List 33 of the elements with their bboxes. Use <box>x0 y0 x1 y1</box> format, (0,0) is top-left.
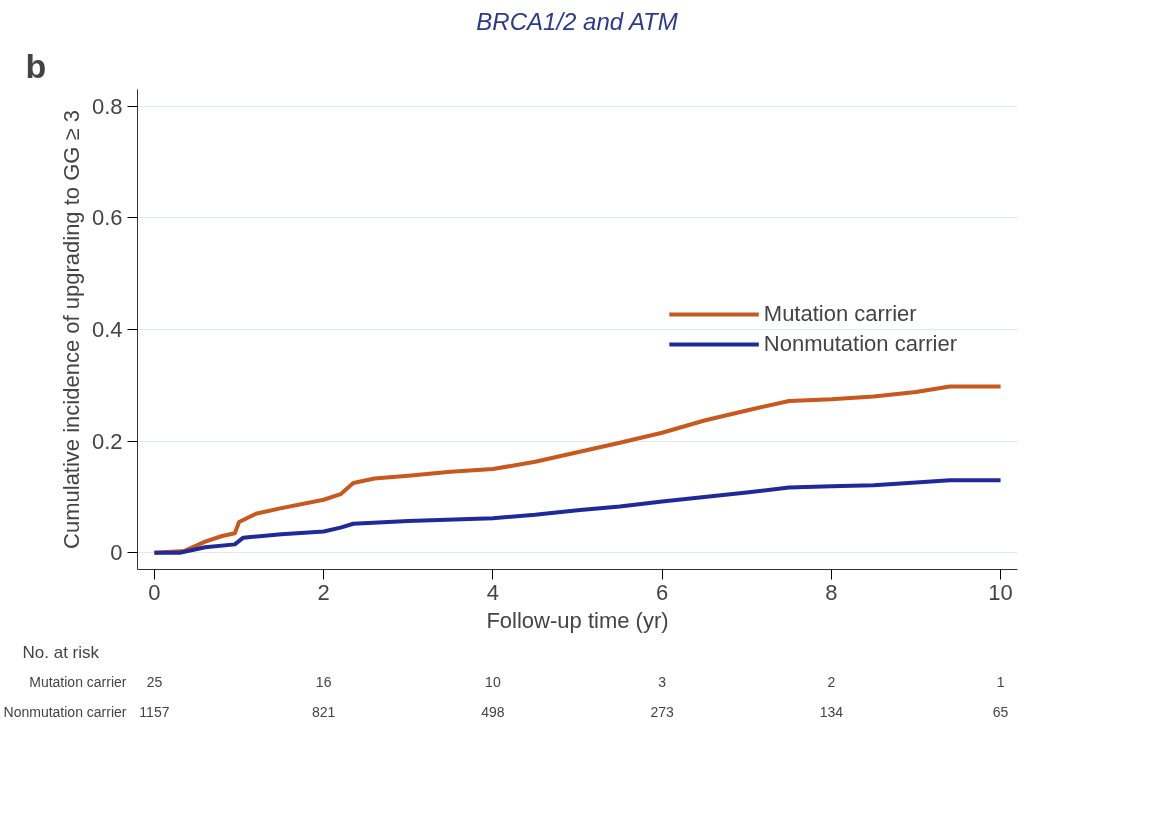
text: 10 <box>485 673 501 690</box>
y-axis-title: Cumulative incidence of upgrading to GG ≥ 3 <box>58 110 84 549</box>
x-axis-title: Follow-up time (yr) <box>486 607 669 633</box>
text: 25 <box>146 673 163 690</box>
text: 134 <box>819 703 844 720</box>
legend-label: Nonmutation carrier <box>763 331 957 357</box>
text: 65 <box>992 703 1009 720</box>
y-tick-label: 0 <box>110 540 123 566</box>
y-tick-label: 0.8 <box>91 93 123 119</box>
chart-title: BRCA1/2 and ATM <box>476 7 678 35</box>
x-tick-label: 2 <box>317 579 330 605</box>
x-tick-label: 10 <box>988 579 1013 605</box>
x-tick-label: 8 <box>825 579 838 605</box>
text: 273 <box>650 703 675 720</box>
text: 1 <box>996 673 1005 690</box>
text: Nonmutation carrier <box>3 703 127 720</box>
y-tick-label: 0.6 <box>91 205 123 231</box>
text: b <box>25 46 47 85</box>
text: 1157 <box>139 703 170 720</box>
text: 3 <box>658 673 667 690</box>
text: 16 <box>315 673 332 690</box>
y-tick-label: 0.2 <box>91 428 123 454</box>
x-tick-label: 4 <box>486 579 500 605</box>
text: 498 <box>481 703 505 720</box>
x-tick-label: 0 <box>148 579 161 605</box>
text: No. at risk <box>22 642 100 662</box>
text: 2 <box>827 673 836 690</box>
text: 821 <box>311 703 336 720</box>
legend-label: Mutation carrier <box>763 301 917 327</box>
x-tick-label: 6 <box>656 579 669 605</box>
y-tick-label: 0.4 <box>91 317 123 342</box>
text: Mutation carrier <box>29 673 127 690</box>
line-series <box>152 478 1003 555</box>
